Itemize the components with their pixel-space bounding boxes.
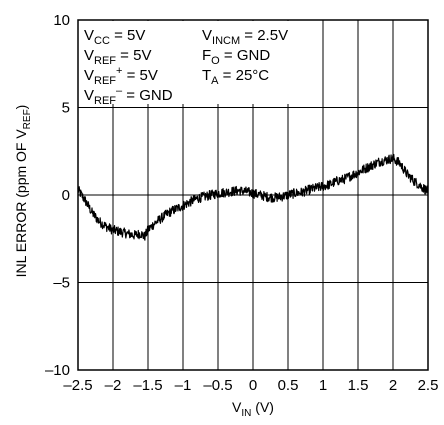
y-axis-label: INL ERROR (ppm OF VREF) bbox=[13, 105, 33, 278]
x-tick-label: 0.5 bbox=[278, 377, 299, 394]
x-tick-label: –2.5 bbox=[63, 377, 92, 394]
condition-0: VCC = 5V bbox=[84, 27, 145, 47]
condition-2: VREF = 5V bbox=[84, 47, 151, 67]
x-tick-label: –2 bbox=[105, 377, 122, 394]
x-tick-label: 0 bbox=[249, 377, 257, 394]
x-tick-label: 2.5 bbox=[418, 377, 439, 394]
y-tick-labels: –10 –5 0 5 10 bbox=[45, 12, 70, 379]
test-conditions: VCC = 5V VINCM = 2.5V VREF = 5V FO = GND VRE… bbox=[84, 27, 288, 107]
x-axis-label: VIN (V) bbox=[232, 399, 274, 419]
y-tick-label: 10 bbox=[53, 12, 70, 29]
condition-4: VREF+ = 5V bbox=[84, 65, 158, 87]
y-tick-label: –5 bbox=[53, 275, 70, 292]
x-tick-label: 1 bbox=[319, 377, 327, 394]
y-tick-label: 5 bbox=[62, 100, 70, 117]
x-tick-label: 2 bbox=[389, 377, 397, 394]
inl-trace-group bbox=[77, 153, 429, 241]
inl-error-trace bbox=[77, 153, 429, 241]
x-tick-labels: –2.5 –2 –1.5 –1 –0.5 0 0.5 1 1.5 2 2.5 bbox=[63, 377, 438, 394]
x-tick-label: –1.5 bbox=[133, 377, 162, 394]
y-tick-label: –10 bbox=[45, 362, 70, 379]
condition-3: FO = GND bbox=[202, 47, 270, 67]
condition-6: VREF– = GND bbox=[84, 85, 173, 107]
plot-frame bbox=[77, 19, 429, 371]
condition-5: TA = 25°C bbox=[202, 67, 269, 87]
y-tick-label: 0 bbox=[62, 187, 70, 204]
condition-1: VINCM = 2.5V bbox=[202, 27, 288, 47]
x-tick-label: 1.5 bbox=[348, 377, 369, 394]
conditions-box bbox=[79, 21, 304, 104]
x-tick-label: –1 bbox=[175, 377, 192, 394]
x-tick-label: –0.5 bbox=[203, 377, 232, 394]
